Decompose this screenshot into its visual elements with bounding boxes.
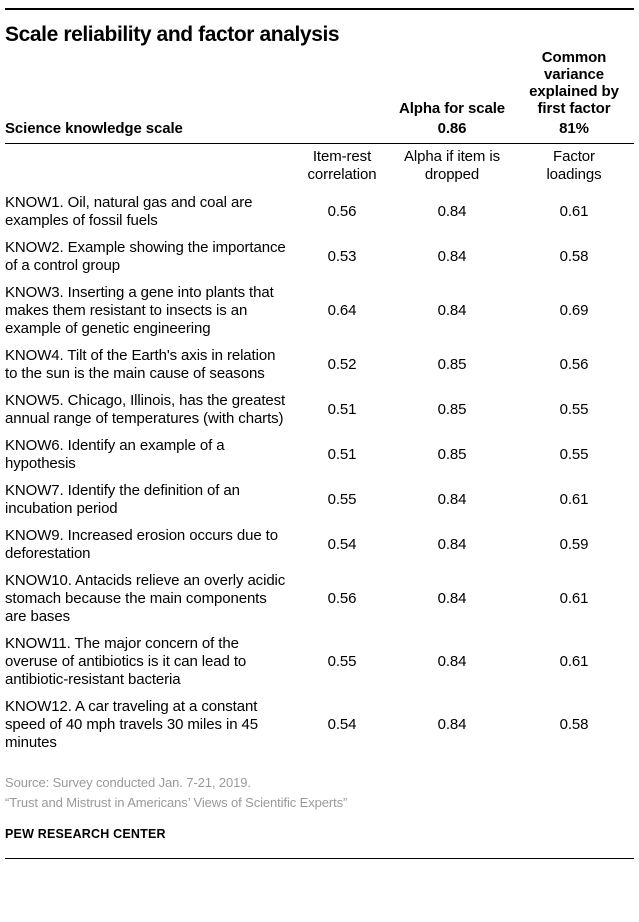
- alpha-dropped-value: 0.84: [437, 535, 467, 553]
- scale-header-row: Alpha for scale Common variance explaine…: [5, 49, 634, 119]
- scale-summary-row: Science knowledge scale 0.86 81%: [5, 119, 634, 144]
- common-variance-value: 81%: [514, 119, 634, 144]
- alpha-dropped-value: 0.84: [437, 715, 467, 733]
- scale-name: Science knowledge scale: [5, 119, 294, 144]
- figure-footer: Source: Survey conducted Jan. 7-21, 2019…: [5, 773, 634, 859]
- empty-cell: [5, 49, 294, 119]
- factor-loading-value: 0.55: [559, 445, 589, 463]
- table-row-know3: KNOW3. Inserting a gene into plants that…: [5, 279, 634, 342]
- empty-cell: [5, 144, 294, 190]
- table-row-know1: KNOW1. Oil, natural gas and coal are exa…: [5, 189, 634, 234]
- factor-loading-value: 0.56: [559, 355, 589, 373]
- item-rest-value: 0.56: [327, 202, 357, 220]
- item-rest-value: 0.51: [327, 400, 357, 418]
- item-label: KNOW11. The major concern of the overuse…: [5, 634, 247, 688]
- alpha-dropped-value: 0.84: [437, 301, 467, 319]
- factor-loading-value: 0.61: [559, 202, 589, 220]
- alpha-dropped-value: 0.84: [437, 490, 467, 508]
- table-row-know6: KNOW6. Identify an example of a hypothes…: [5, 432, 634, 477]
- item-label: KNOW9. Increased erosion occurs due to d…: [5, 526, 278, 562]
- factor-loading-value: 0.61: [559, 652, 589, 670]
- item-rest-value: 0.64: [327, 301, 357, 319]
- alpha-dropped-value: 0.84: [437, 202, 467, 220]
- item-rest-value: 0.55: [327, 490, 357, 508]
- item-rest-value: 0.51: [327, 445, 357, 463]
- column-header-row: Item-rest correlation Alpha if item is d…: [5, 144, 634, 190]
- table-row-know7: KNOW7. Identify the definition of an inc…: [5, 477, 634, 522]
- alpha-dropped-column-header: Alpha if item is dropped: [404, 148, 500, 183]
- item-label: KNOW7. Identify the definition of an inc…: [5, 481, 240, 517]
- item-label: KNOW6. Identify an example of a hypothes…: [5, 436, 225, 472]
- item-rest-value: 0.53: [327, 247, 357, 265]
- factor-loadings-column-header: Factor loadings: [546, 148, 602, 183]
- table-row-know5: KNOW5. Chicago, Illinois, has the greate…: [5, 387, 634, 432]
- table-row-know12: KNOW12. A car traveling at a constant sp…: [5, 693, 634, 756]
- alpha-dropped-value: 0.85: [437, 445, 467, 463]
- table-row-know2: KNOW2. Example showing the importance of…: [5, 234, 634, 279]
- bottom-divider: [5, 858, 634, 859]
- alpha-dropped-value: 0.85: [437, 400, 467, 418]
- item-rest-value: 0.52: [327, 355, 357, 373]
- item-rest-value: 0.56: [327, 589, 357, 607]
- factor-loading-value: 0.61: [559, 490, 589, 508]
- item-rest-column-header-cell: Item-rest correlation: [294, 144, 390, 190]
- alpha-dropped-value: 0.84: [437, 652, 467, 670]
- common-variance-header-cell: Common variance explained by first facto…: [514, 49, 634, 119]
- common-variance-label: Common variance explained by first facto…: [529, 49, 619, 117]
- table-row-know10: KNOW10. Antacids relieve an overly acidi…: [5, 567, 634, 630]
- factor-loading-value: 0.69: [559, 301, 589, 319]
- factor-loading-value: 0.55: [559, 400, 589, 418]
- empty-cell: [294, 49, 390, 119]
- item-label: KNOW1. Oil, natural gas and coal are exa…: [5, 193, 253, 229]
- item-label: KNOW4. Tilt of the Earth's axis in relat…: [5, 346, 276, 382]
- alpha-dropped-value: 0.84: [437, 247, 467, 265]
- table-row-know4: KNOW4. Tilt of the Earth's axis in relat…: [5, 342, 634, 387]
- top-divider: [5, 8, 634, 10]
- factor-loading-value: 0.58: [559, 715, 589, 733]
- reliability-table: Alpha for scale Common variance explaine…: [5, 49, 634, 756]
- source-text: Source: Survey conducted Jan. 7-21, 2019…: [5, 775, 251, 790]
- item-label: KNOW2. Example showing the importance of…: [5, 238, 286, 274]
- alpha-dropped-column-header-cell: Alpha if item is dropped: [390, 144, 514, 190]
- alpha-for-scale-label: Alpha for scale: [398, 100, 506, 117]
- item-rest-value: 0.55: [327, 652, 357, 670]
- item-label: KNOW5. Chicago, Illinois, has the greate…: [5, 391, 286, 427]
- report-title-text: “Trust and Mistrust in Americans’ Views …: [5, 795, 348, 810]
- alpha-dropped-value: 0.85: [437, 355, 467, 373]
- alpha-dropped-value: 0.84: [437, 589, 467, 607]
- item-rest-column-header: Item-rest correlation: [307, 148, 377, 183]
- item-rest-value: 0.54: [327, 535, 357, 553]
- alpha-for-scale-value: 0.86: [390, 119, 514, 144]
- table-row-know9: KNOW9. Increased erosion occurs due to d…: [5, 522, 634, 567]
- factor-loading-value: 0.59: [559, 535, 589, 553]
- table-row-know11: KNOW11. The major concern of the overuse…: [5, 630, 634, 693]
- alpha-for-scale-header-cell: Alpha for scale: [390, 49, 514, 119]
- factor-loadings-column-header-cell: Factor loadings: [514, 144, 634, 190]
- item-label: KNOW3. Inserting a gene into plants that…: [5, 283, 274, 337]
- factor-loading-value: 0.61: [559, 589, 589, 607]
- page-title: Scale reliability and factor analysis: [5, 23, 340, 46]
- item-label: KNOW12. A car traveling at a constant sp…: [5, 697, 259, 751]
- item-label: KNOW10. Antacids relieve an overly acidi…: [5, 571, 286, 625]
- item-rest-value: 0.54: [327, 715, 357, 733]
- pew-research-center-wordmark: PEW RESEARCH CENTER: [5, 827, 166, 841]
- empty-cell: [294, 119, 390, 144]
- factor-loading-value: 0.58: [559, 247, 589, 265]
